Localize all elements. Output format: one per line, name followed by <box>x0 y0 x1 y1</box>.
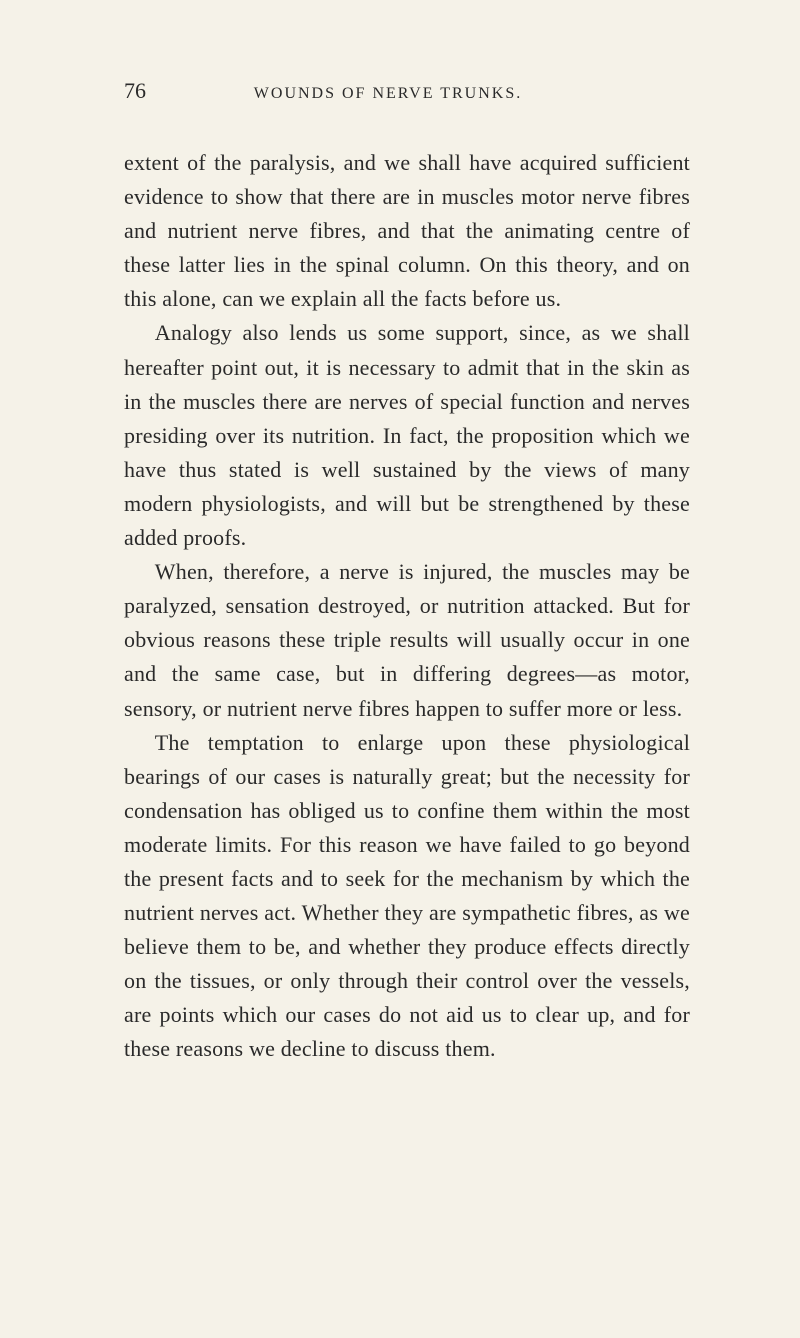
body-text: extent of the paralysis, and we shall ha… <box>124 146 690 1067</box>
paragraph: When, therefore, a nerve is injured, the… <box>124 555 690 725</box>
paragraph: Analogy also lends us some support, sinc… <box>124 316 690 555</box>
paragraph: The temptation to enlarge upon these phy… <box>124 726 690 1067</box>
page: 76 WOUNDS OF NERVE TRUNKS. extent of the… <box>0 0 800 1338</box>
running-head: WOUNDS OF NERVE TRUNKS. <box>106 85 670 103</box>
header-row: 76 WOUNDS OF NERVE TRUNKS. <box>124 78 690 104</box>
paragraph: extent of the paralysis, and we shall ha… <box>124 146 690 316</box>
